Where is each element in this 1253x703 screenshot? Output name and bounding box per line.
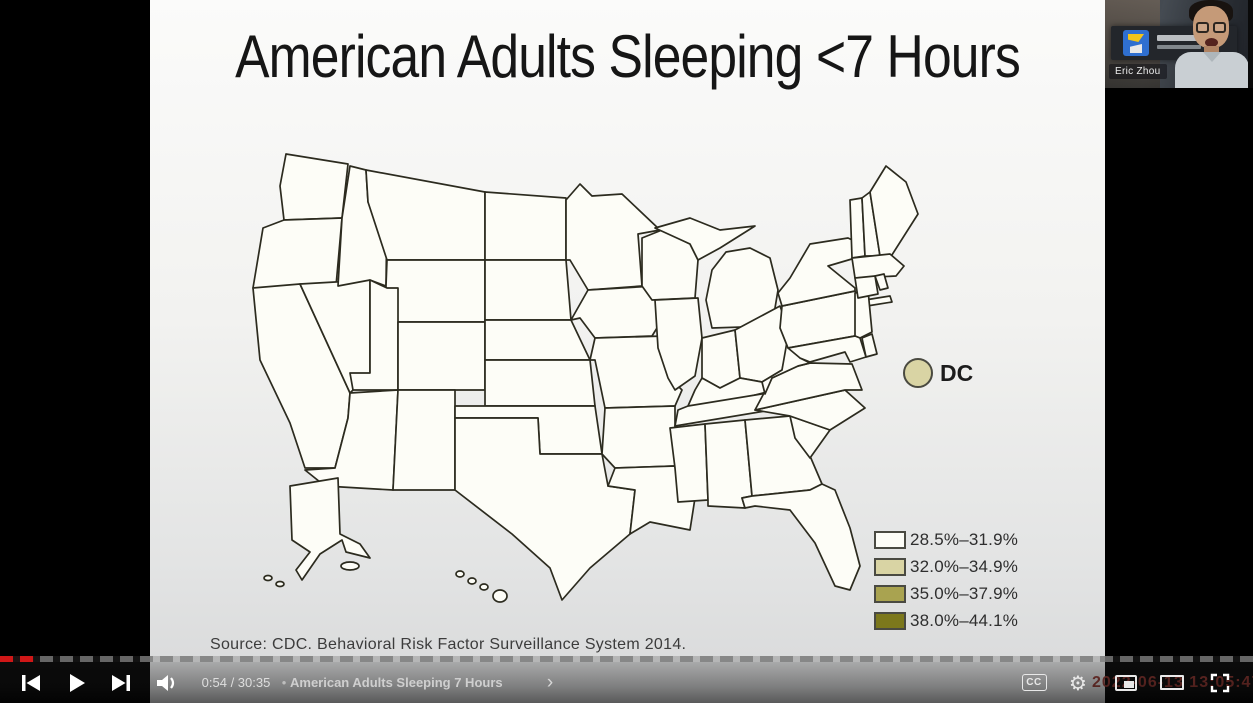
state-NM [392,389,456,491]
play-icon [70,673,85,692]
state-AK [289,477,371,581]
legend-row: 35.0%–37.9% [874,584,1018,604]
theater-icon [1160,675,1184,690]
state-AR [601,405,676,469]
state-HI-island [455,570,465,578]
volume-button[interactable] [150,662,184,703]
presentation-slide: American Adults Sleeping <7 Hours [150,0,1105,703]
progress-bar-played [0,656,34,662]
legend-row: 28.5%–31.9% [874,530,1018,550]
chapter-chevron[interactable]: › [546,671,554,693]
state-IL [654,297,703,391]
miniplayer-icon [1115,674,1137,691]
aleutian-island [340,561,360,571]
state-MS [669,423,709,503]
state-HI-island [479,583,489,591]
subtitles-button[interactable]: CC [1016,662,1052,703]
player-video-title[interactable]: American Adults Sleeping 7 Hours [290,675,503,690]
state-MA [851,253,905,279]
state-AL [704,419,753,509]
play-button[interactable] [60,662,94,703]
legend-label-4: 38.0%–44.1% [910,611,1019,630]
fullscreen-icon [1210,673,1230,692]
dc-label: DC [940,360,974,386]
miniplayer-button[interactable] [1108,662,1144,703]
time-display: 0:54 / 30:35 [192,662,280,703]
legend-label-2: 32.0%–34.9% [910,557,1019,576]
time-display-text: 0:54 / 30:35 [201,675,271,690]
state-OR [252,217,343,289]
legend-swatch-2 [874,558,906,576]
previous-button[interactable] [14,662,48,703]
cc-icon: CC [1021,674,1047,691]
institute-logo [1123,30,1149,56]
presenter-mouth [1205,38,1218,47]
aleutian-island [275,580,285,588]
state-KS [484,359,596,407]
state-MD [787,335,867,363]
presenter-glasses [1196,22,1226,33]
state-SD [484,259,572,321]
legend-swatch-1 [874,531,906,549]
player-control-bar: 0:54 / 30:35 • American Adults Sleeping … [0,662,1253,703]
legend-row: 38.0%–44.1% [874,611,1018,631]
legend-label-1: 28.5%–31.9% [910,530,1019,549]
webcam-overlay: Eric Zhou [1105,0,1253,88]
state-MT [365,169,486,261]
state-CO [397,321,486,391]
slide-source-citation: Source: CDC. Behavioral Risk Factor Surv… [210,636,687,653]
slide-title: American Adults Sleeping <7 Hours [235,23,1021,90]
us-choropleth-map [252,153,919,603]
legend-swatch-4 [874,612,906,630]
state-CT [854,275,879,299]
dc-marker [903,358,933,388]
state-WA [279,153,349,221]
gear-icon: ⚙ [1069,670,1087,695]
presenter-name-tag: Eric Zhou [1109,64,1167,79]
separator-bullet: • [281,675,287,690]
state-MN [565,183,661,291]
settings-button[interactable]: ⚙ [1060,662,1096,703]
state-UT [349,279,399,391]
state-WY [385,259,486,323]
state-MI-upper [654,217,756,261]
legend-swatch-3 [874,585,906,603]
aleutian-island [263,574,273,582]
state-RI [874,273,889,291]
state-NY [777,237,866,307]
progress-bar[interactable] [0,656,1253,662]
fullscreen-button[interactable] [1202,662,1238,703]
next-button[interactable] [104,662,138,703]
previous-icon [22,674,40,691]
state-FL [741,483,861,591]
state-MI-lower [705,247,779,329]
state-ND [484,191,567,261]
presenter-collar [1203,52,1221,62]
state-HI-island [467,577,477,585]
presenter-neck [1204,46,1219,55]
state-IN [701,329,741,389]
webcam-edge [1248,0,1253,88]
sign-text-blur [1157,35,1219,41]
next-icon [112,674,130,691]
state-NE [484,319,591,361]
sign-text-blur [1157,45,1201,49]
theater-mode-button[interactable] [1154,662,1190,703]
legend-row: 32.0%–34.9% [874,557,1018,577]
legend-label-3: 35.0%–37.9% [910,584,1019,603]
volume-icon [157,674,175,691]
map-legend: 28.5%–31.9% 32.0%–34.9% 35.0%–37.9% 38.0… [874,530,1018,631]
state-HI-big-island [492,589,508,603]
